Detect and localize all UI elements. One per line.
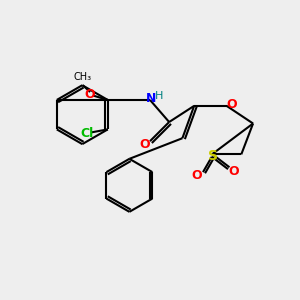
Text: S: S	[208, 148, 218, 163]
Text: Cl: Cl	[80, 127, 94, 140]
Text: O: O	[229, 165, 239, 178]
Text: H: H	[155, 92, 164, 101]
Text: CH₃: CH₃	[74, 72, 92, 82]
Text: O: O	[192, 169, 203, 182]
Text: O: O	[85, 88, 95, 100]
Text: N: N	[146, 92, 156, 105]
Text: O: O	[226, 98, 237, 111]
Text: O: O	[140, 138, 150, 151]
